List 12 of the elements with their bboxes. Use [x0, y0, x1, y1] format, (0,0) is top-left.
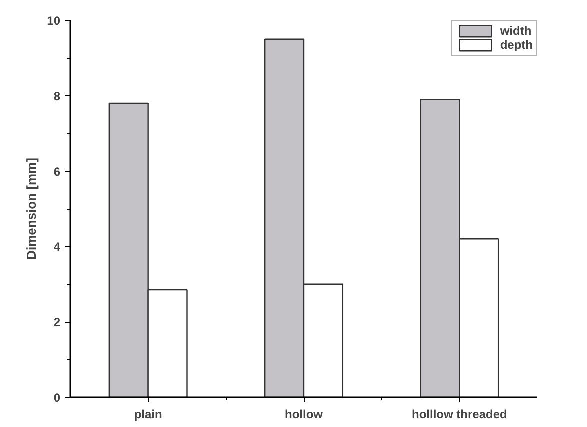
x-tick-label: hollow	[285, 408, 324, 422]
legend-label: width	[500, 24, 532, 38]
y-tick-label: 8	[54, 89, 61, 104]
legend-label: depth	[500, 38, 533, 52]
y-tick-label: 2	[54, 316, 61, 330]
y-axis-title: Dimension [mm]	[24, 158, 40, 260]
y-tick-label: 0	[54, 391, 61, 405]
y-tick-label: 10	[47, 14, 61, 28]
y-tick-label: 6	[54, 164, 61, 179]
x-tick-label: plain	[134, 408, 162, 422]
y-tick-label: 4	[54, 240, 61, 254]
x-tick-label: holllow threaded	[412, 408, 508, 422]
